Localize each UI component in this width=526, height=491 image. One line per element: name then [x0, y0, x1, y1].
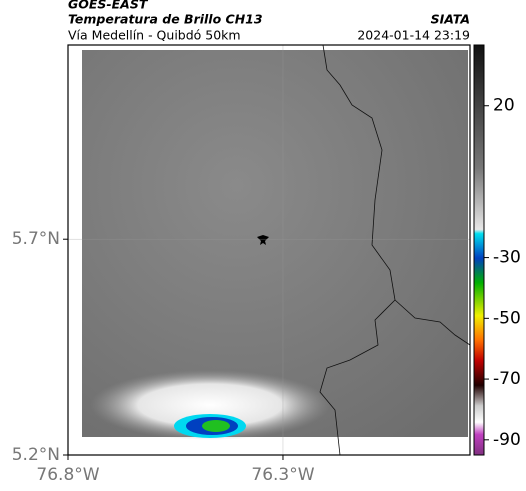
x-tick-label: 76.3°W [251, 465, 314, 485]
cold-cloud [90, 370, 330, 440]
colorbar-tick-label: -90 [493, 430, 521, 450]
y-tick-label: 5.7°N [12, 229, 60, 249]
map-frame [67, 44, 471, 456]
subtitle: Vía Medellín - Quibdó 50km [68, 28, 241, 43]
source: GOES-EAST [68, 0, 149, 12]
x-tick-label: 76.8°W [36, 465, 99, 485]
org: SIATA [431, 12, 470, 27]
colorbar [473, 44, 485, 456]
border [319, 44, 396, 456]
title: Temperatura de Brillo CH13 [68, 12, 263, 27]
location-marker [257, 235, 269, 245]
colorbar-tick-label: -70 [493, 369, 521, 389]
y-tick-label: 5.2°N [12, 445, 60, 465]
colorbar-tick-label: -30 [493, 248, 521, 268]
satellite-image [82, 50, 468, 437]
datetime: 2024-01-14 23:19 [357, 28, 470, 43]
cloud-core [202, 420, 230, 432]
colorbar-tick-label: 20 [493, 96, 515, 116]
colorbar-tick-label: -50 [493, 308, 521, 328]
border [394, 299, 471, 346]
